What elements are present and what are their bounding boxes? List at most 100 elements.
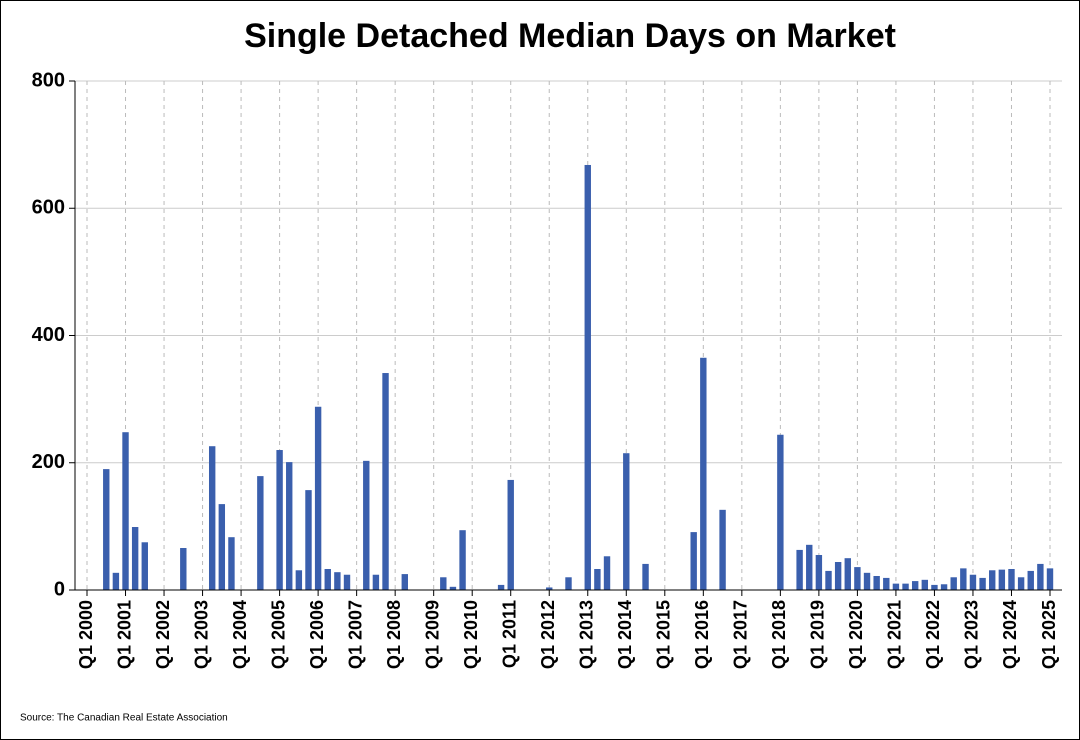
- bar: [623, 453, 630, 590]
- bar: [286, 462, 293, 590]
- x-tick-label: Q1 2017: [731, 600, 751, 669]
- bar: [989, 570, 996, 590]
- bar: [122, 432, 129, 590]
- bar: [440, 577, 447, 590]
- x-tick-label: Q1 2007: [345, 600, 365, 669]
- bar: [401, 574, 408, 590]
- bar: [979, 577, 986, 590]
- bar: [334, 572, 341, 590]
- bar: [507, 479, 514, 590]
- x-tick-label: Q1 2015: [654, 600, 674, 669]
- x-tick-label: Q1 2019: [808, 600, 828, 669]
- bar: [883, 577, 890, 590]
- bar: [921, 579, 929, 590]
- bar: [449, 586, 457, 590]
- bar: [806, 544, 813, 590]
- x-tick-label: Q1 2009: [422, 600, 442, 669]
- bar: [324, 569, 331, 590]
- bar: [825, 570, 832, 590]
- x-tick-label: Q1 2010: [461, 600, 481, 669]
- bar: [180, 548, 187, 590]
- bar: [305, 490, 312, 590]
- bar: [1027, 570, 1034, 590]
- bar: [276, 450, 283, 590]
- bar: [1017, 577, 1025, 590]
- x-tick-label: Q1 2014: [615, 600, 635, 669]
- x-tick-label: Q1 2018: [769, 600, 789, 669]
- bar: [1008, 569, 1015, 590]
- bar: [208, 446, 216, 590]
- bar: [863, 572, 871, 590]
- x-tick-label: Q1 2006: [307, 600, 327, 669]
- bar: [141, 542, 148, 590]
- x-tick-label: Q1 2021: [885, 600, 905, 669]
- x-tick-label: Q1 2022: [923, 600, 943, 669]
- bar: [565, 577, 572, 590]
- bar: [777, 434, 784, 590]
- x-tick-label: Q1 2001: [114, 600, 134, 669]
- bar: [594, 569, 601, 590]
- y-tick-label: 0: [54, 578, 65, 600]
- x-tick-label: Q1 2002: [153, 600, 173, 669]
- bar: [642, 563, 649, 590]
- bar: [700, 357, 707, 590]
- bar: [902, 583, 909, 590]
- bar: [382, 373, 389, 590]
- bar: [584, 164, 591, 591]
- bar: [873, 576, 880, 590]
- x-tick-label: Q1 2003: [191, 600, 211, 669]
- bar: [719, 509, 726, 590]
- x-tick-label: Q1 2020: [846, 600, 866, 669]
- bar: [343, 574, 351, 590]
- bar: [363, 460, 370, 590]
- bar: [603, 556, 611, 590]
- bar: [844, 558, 851, 590]
- bar: [257, 476, 264, 590]
- bar: [950, 577, 957, 590]
- x-tick-label: Q1 2012: [538, 600, 558, 669]
- source-note: Source: The Canadian Real Estate Associa…: [20, 713, 228, 724]
- bar: [1046, 568, 1054, 590]
- chart-title: Single Detached Median Days on Market: [244, 17, 896, 55]
- x-tick-label: Q1 2000: [76, 600, 96, 669]
- x-tick-label: Q1 2016: [692, 600, 712, 669]
- x-tick-label: Q1 2024: [1000, 600, 1020, 669]
- bar: [796, 549, 803, 590]
- y-tick-label: 800: [32, 69, 65, 91]
- bar: [497, 584, 505, 590]
- x-tick-label: Q1 2005: [268, 600, 288, 669]
- x-tick-label: Q1 2023: [962, 600, 982, 669]
- y-tick-label: 200: [32, 451, 65, 473]
- bar: [892, 583, 900, 590]
- bar: [459, 530, 466, 590]
- bar: [131, 527, 139, 590]
- bar: [911, 581, 919, 590]
- x-tick-label: Q1 2008: [384, 600, 404, 669]
- y-tick-label: 400: [32, 324, 65, 346]
- bar: [103, 469, 110, 590]
- bar: [1037, 563, 1044, 590]
- bar: [218, 504, 226, 590]
- x-tick-label: Q1 2013: [577, 600, 597, 669]
- bar: [940, 584, 948, 590]
- bar: [815, 555, 823, 590]
- bar: [834, 562, 842, 590]
- bar: [690, 532, 697, 590]
- bar: [969, 574, 977, 590]
- y-tick-label: 600: [32, 197, 65, 219]
- bar: [960, 568, 967, 590]
- x-tick-label: Q1 2011: [499, 600, 519, 668]
- bar: [314, 406, 322, 590]
- bar: [998, 569, 1006, 590]
- bar: [372, 574, 380, 590]
- bar: [112, 572, 120, 590]
- bar: [931, 584, 938, 590]
- bar: [295, 570, 303, 590]
- x-tick-label: Q1 2004: [230, 600, 250, 669]
- x-tick-label: Q1 2025: [1039, 600, 1059, 669]
- bar: [546, 587, 553, 590]
- bar: [854, 567, 861, 590]
